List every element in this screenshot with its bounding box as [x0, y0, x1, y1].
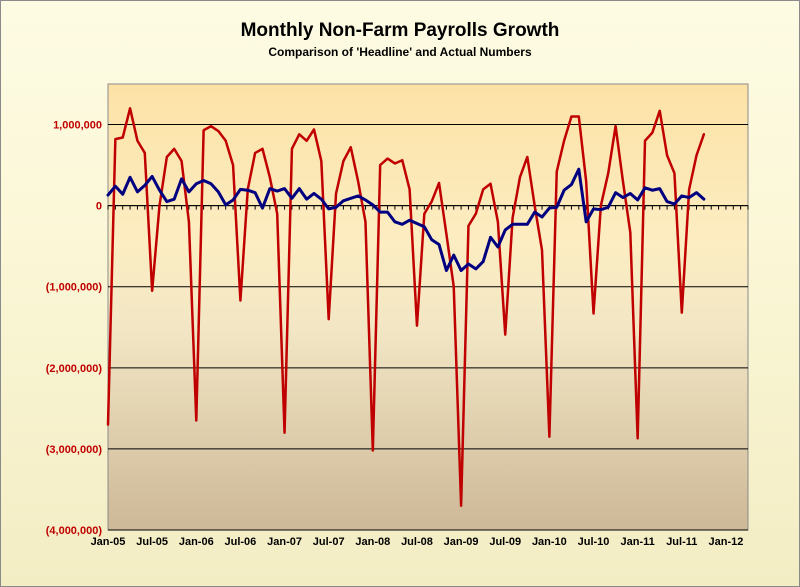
x-tick-label: Jan-11 [621, 536, 655, 548]
y-tick-label: (3,000,000) [46, 444, 103, 456]
x-tick-label: Jul-07 [313, 536, 345, 548]
x-tick-label: Jul-10 [578, 536, 610, 548]
x-tick-label: Jan-09 [444, 536, 479, 548]
x-tick-label: Jan-10 [532, 536, 567, 548]
x-tick-label: Jul-06 [225, 536, 257, 548]
chart-subtitle: Comparison of 'Headline' and Actual Numb… [268, 45, 532, 59]
y-tick-label: (1,000,000) [46, 282, 103, 294]
chart-title: Monthly Non-Farm Payrolls Growth [240, 20, 560, 41]
x-tick-label: Jul-05 [136, 536, 168, 548]
series-line-blue [106, 167, 706, 273]
series-line-red [106, 107, 706, 507]
x-tick-label: Jul-08 [401, 536, 433, 548]
y-tick-label: (2,000,000) [46, 363, 103, 375]
y-tick-label: 1,000,000 [53, 120, 102, 132]
x-tick-label: Jul-11 [666, 536, 697, 548]
x-tick-label: Jan-05 [91, 536, 126, 548]
y-tick-label: (4,000,000) [46, 525, 103, 537]
x-tick-label: Jan-08 [355, 536, 390, 548]
x-tick-label: Jan-07 [267, 536, 302, 548]
y-tick-label: 0 [96, 201, 102, 213]
x-tick-label: Jan-12 [709, 536, 744, 548]
x-tick-label: Jan-06 [179, 536, 214, 548]
x-tick-label: Jul-09 [489, 536, 521, 548]
